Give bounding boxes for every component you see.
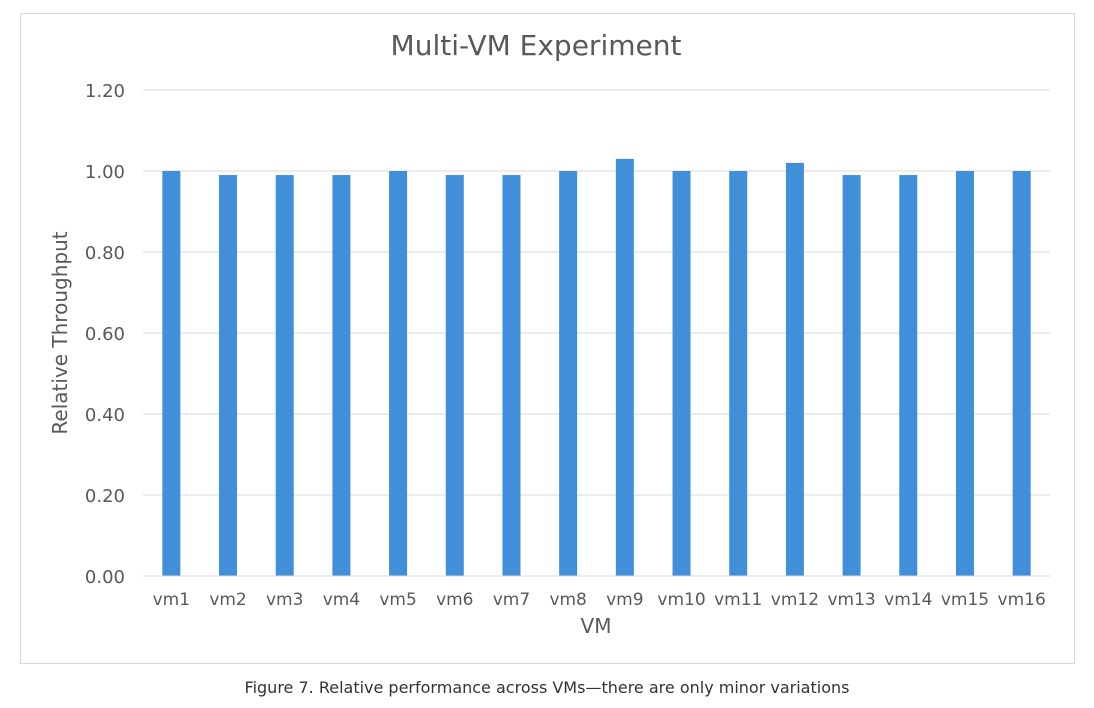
bar-chart: Multi-VM Experiment 0.00 0.20 0.40 0.60 0.80…: [48, 29, 1050, 638]
bar-vm6: [445, 175, 464, 577]
bar-vm8: [559, 171, 578, 576]
y-tick-label: 1.00: [85, 162, 125, 183]
bar-vm14: [899, 175, 918, 577]
bar-vm1: [162, 171, 181, 576]
x-tick-label: vm1: [153, 590, 190, 610]
x-axis-label: VM: [581, 614, 612, 638]
x-tick-label: vm5: [379, 590, 416, 610]
bar-vm11: [729, 171, 748, 576]
x-tick-label: vm10: [657, 590, 705, 610]
x-tick-label: vm2: [209, 590, 246, 610]
y-tick-label: 0.80: [85, 243, 125, 264]
y-tick-label: 0.20: [85, 486, 125, 507]
chart-frame: [20, 13, 1075, 664]
gridlines: [143, 89, 1050, 496]
bar-vm3: [275, 175, 294, 577]
x-tick-label: vm8: [549, 590, 586, 610]
bar-vm15: [955, 171, 974, 576]
x-tick-label: vm15: [941, 590, 989, 610]
bar-vm7: [502, 175, 521, 577]
x-tick-label: vm4: [323, 590, 360, 610]
x-axis-ticks: vm1 vm2 vm3 vm4 vm5 vm6 vm7 vm8 vm9 vm10 vm11 vm12 v…: [153, 590, 1046, 610]
bar-vm16: [1012, 171, 1031, 576]
x-tick-label: vm9: [606, 590, 643, 610]
y-tick-label: 0.60: [85, 324, 125, 345]
bar-vm12: [785, 162, 804, 576]
x-tick-label: vm12: [771, 590, 819, 610]
x-tick-label: vm6: [436, 590, 473, 610]
figure-caption: Figure 7. Relative performance across VM…: [244, 678, 850, 697]
bar-vm10: [672, 171, 691, 576]
y-axis-ticks: 0.00 0.20 0.40 0.60 0.80 1.00 1.20: [85, 81, 125, 588]
bar-vm9: [615, 158, 634, 576]
x-tick-label: vm3: [266, 590, 303, 610]
bar-vm5: [389, 171, 408, 576]
bars: [162, 158, 1031, 577]
chart-title: Multi-VM Experiment: [391, 29, 682, 62]
bar-vm13: [842, 175, 861, 577]
x-tick-label: vm14: [884, 590, 932, 610]
y-tick-label: 0.00: [85, 567, 125, 588]
bar-vm4: [332, 175, 351, 577]
y-tick-label: 1.20: [85, 81, 125, 102]
bar-vm2: [219, 175, 238, 577]
x-tick-label: vm7: [493, 590, 530, 610]
x-tick-label: vm16: [998, 590, 1046, 610]
y-axis-label: Relative Throughput: [48, 231, 72, 434]
x-tick-label: vm11: [714, 590, 762, 610]
x-tick-label: vm13: [827, 590, 875, 610]
y-tick-label: 0.40: [85, 405, 125, 426]
